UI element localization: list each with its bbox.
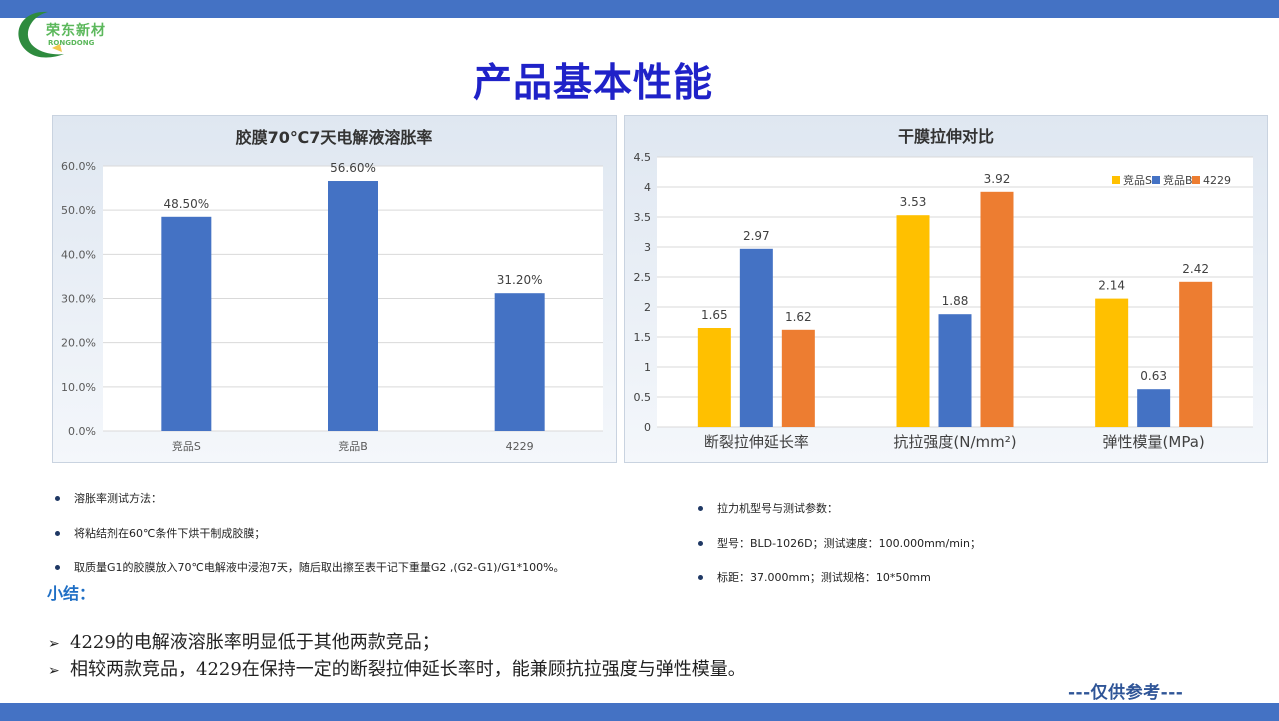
- data-label: 1.62: [785, 310, 812, 324]
- y-tick-label: 20.0%: [61, 337, 96, 350]
- y-tick-label: 0.0%: [68, 425, 96, 438]
- x-tick-label: 断裂拉伸延长率: [704, 433, 809, 451]
- y-tick-label: 4.5: [634, 151, 652, 164]
- y-tick-label: 1.5: [634, 331, 652, 344]
- bar: [1137, 389, 1171, 427]
- bar: [938, 314, 972, 427]
- note-item: 将粘结剂在60℃条件下烘干制成胶膜；: [55, 525, 265, 541]
- legend-label: 4229: [1203, 174, 1231, 187]
- data-label: 3.53: [900, 195, 927, 209]
- bar: [980, 191, 1014, 427]
- note-item: 拉力机型号与测试参数：: [698, 500, 838, 516]
- logo-name: 荣东新材: [46, 23, 106, 39]
- y-tick-label: 2: [644, 301, 651, 314]
- page-title: 产品基本性能: [472, 60, 713, 106]
- y-tick-label: 0.5: [634, 391, 652, 404]
- y-tick-label: 3: [644, 241, 651, 254]
- legend-swatch: [1192, 176, 1200, 184]
- arrow-bullet-icon: ➢: [48, 636, 60, 652]
- company-logo: 荣东新材 RONGDONG: [8, 4, 118, 66]
- y-tick-label: 3.5: [634, 211, 652, 224]
- note-item: 标距：37.000mm；测试规格：10*50mm: [698, 569, 931, 585]
- summary-title: 小结：: [47, 584, 96, 603]
- bar: [494, 293, 545, 431]
- legend-swatch: [1112, 176, 1120, 184]
- y-tick-label: 4: [644, 181, 651, 194]
- data-label: 1.65: [701, 308, 728, 322]
- arrow-bullet-icon: ➢: [48, 663, 60, 679]
- data-label: 48.50%: [163, 197, 209, 211]
- bar: [1179, 281, 1213, 427]
- note-item: 取质量G1的胶膜放入70℃电解液中浸泡7天，随后取出擦至表干记下重量G2 ,(G…: [55, 559, 565, 575]
- y-tick-label: 50.0%: [61, 204, 96, 217]
- bullet-icon: [698, 540, 703, 546]
- legend-label: 竞品S: [1123, 173, 1152, 187]
- x-tick-label: 抗拉强度(N/mm²): [893, 433, 1016, 451]
- legend-swatch: [1152, 176, 1160, 184]
- summary-item: ➢ 4229的电解液溶胀率明显低于其他两款竞品；: [48, 632, 440, 653]
- bar: [781, 329, 815, 427]
- bottom-banner: [0, 703, 1279, 721]
- bar: [739, 248, 773, 427]
- data-label: 2.97: [743, 229, 770, 243]
- x-tick-label: 4229: [506, 440, 534, 453]
- bullet-icon: [55, 530, 60, 536]
- logo-subtitle: RONGDONG: [48, 39, 95, 47]
- x-tick-label: 竞品B: [338, 439, 368, 453]
- bar: [161, 216, 212, 431]
- swelling-chart-panel: 胶膜70℃7天电解液溶胀率 0.0% 10.0% 20.0% 30.0% 40.0% 50.…: [52, 115, 617, 463]
- data-label: 2.42: [1182, 262, 1209, 276]
- note-item: 型号：BLD-1026D；测试速度：100.000mm/min；: [698, 535, 981, 551]
- swelling-chart: 胶膜70℃7天电解液溶胀率 0.0% 10.0% 20.0% 30.0% 40.0% 50.…: [53, 116, 616, 462]
- bar: [328, 181, 378, 431]
- bullet-icon: [55, 564, 60, 570]
- data-label: 2.14: [1098, 279, 1125, 293]
- bar: [697, 328, 731, 427]
- chart-title: 干膜拉伸对比: [898, 127, 994, 146]
- bar: [1095, 298, 1129, 427]
- y-tick-label: 2.5: [634, 271, 652, 284]
- legend-label: 竞品B: [1163, 173, 1193, 187]
- data-label: 31.20%: [497, 273, 543, 287]
- tensile-chart-panel: 干膜拉伸对比 0 0.5 1 1.5 2 2.5 3 3.5 4 4.5 1.65 2.97 1.62 断裂…: [624, 115, 1268, 463]
- note-item: 溶胀率测试方法：: [55, 490, 162, 506]
- reference-note: ---仅供参考---: [1068, 683, 1184, 703]
- y-tick-label: 60.0%: [61, 160, 96, 173]
- data-label: 3.92: [984, 172, 1011, 186]
- logo-swoosh-icon: [18, 11, 64, 58]
- y-tick-label: 40.0%: [61, 248, 96, 261]
- bullet-icon: [55, 495, 60, 501]
- bar: [896, 215, 930, 427]
- top-banner: [0, 0, 1279, 18]
- y-tick-label: 10.0%: [61, 381, 96, 394]
- x-tick-label: 竞品S: [172, 439, 201, 453]
- y-tick-label: 1: [644, 361, 651, 374]
- x-tick-label: 弹性模量(MPa): [1103, 433, 1205, 451]
- bullet-icon: [698, 574, 703, 580]
- summary-item: ➢ 相较两款竞品，4229在保持一定的断裂拉伸延长率时，能兼顾抗拉强度与弹性模量。: [48, 659, 746, 680]
- y-tick-label: 30.0%: [61, 293, 96, 306]
- y-tick-label: 0: [644, 421, 651, 434]
- data-label: 1.88: [942, 294, 969, 308]
- data-label: 56.60%: [330, 161, 376, 175]
- chart-title: 胶膜70℃7天电解液溶胀率: [236, 128, 433, 147]
- bullet-icon: [698, 505, 703, 511]
- data-label: 0.63: [1140, 369, 1167, 383]
- tensile-chart: 干膜拉伸对比 0 0.5 1 1.5 2 2.5 3 3.5 4 4.5 1.65 2.97 1.62 断裂…: [625, 116, 1267, 462]
